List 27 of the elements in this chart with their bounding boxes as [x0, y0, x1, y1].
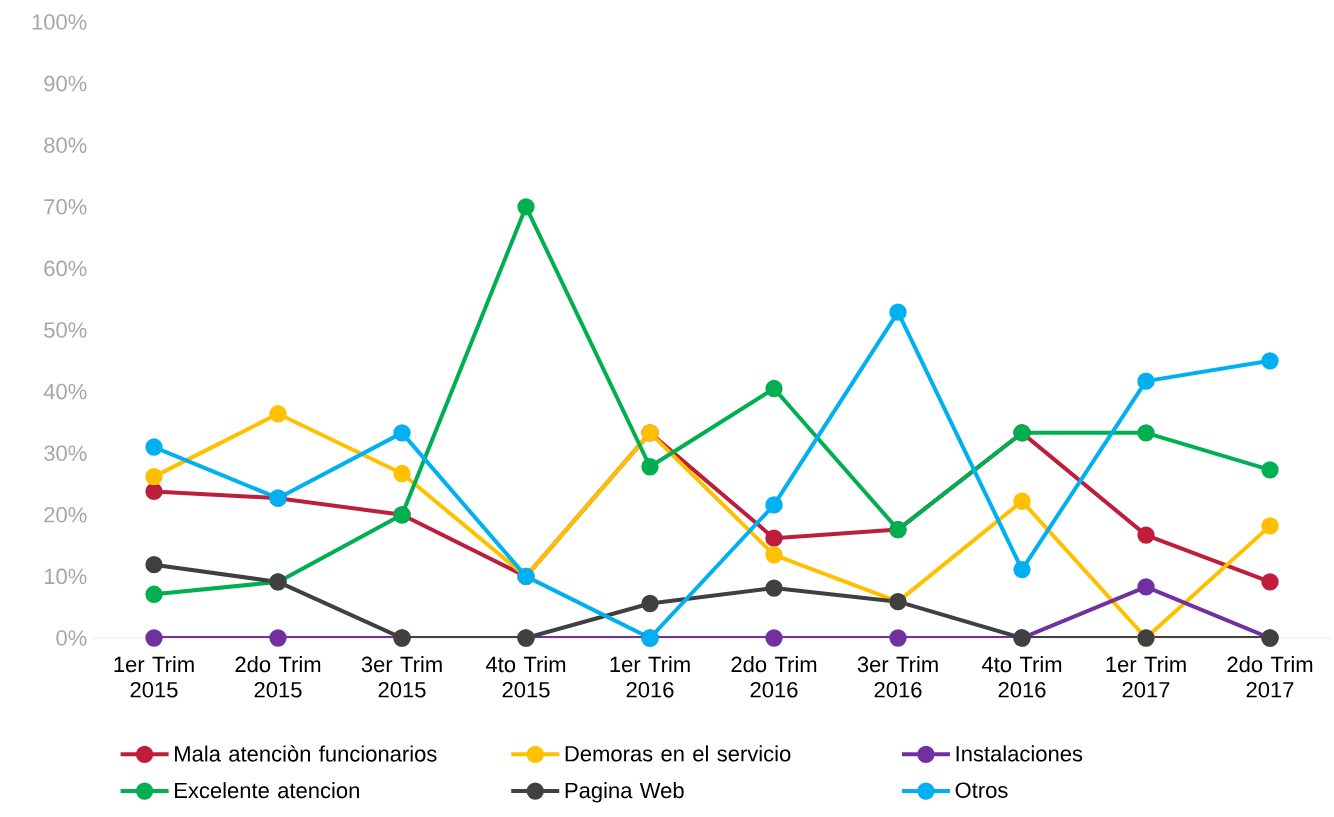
x-tick-label: 1er Trim 2017 — [1106, 656, 1186, 698]
y-tick-label: 20% — [44, 507, 87, 523]
y-tick-label: 10% — [44, 568, 87, 585]
y-tick-label: 70% — [44, 199, 87, 215]
legend-label: Excelente atencion — [175, 782, 359, 799]
y-tick-label: 80% — [44, 137, 87, 153]
legend-label: Otros — [955, 782, 1008, 798]
y-tick-label: 90% — [44, 75, 87, 92]
legend-label: Pagina Web — [565, 782, 684, 803]
y-tick-label: 0% — [56, 630, 87, 646]
legend-label: Mala atenciòn funcionarios — [175, 745, 437, 762]
y-tick-label: 60% — [44, 260, 87, 277]
x-tick-label: 3er Trim 2016 — [857, 656, 938, 698]
x-tick-label: 1er Trim 2015 — [114, 656, 194, 698]
x-tick-label: 2do Trim 2015 — [235, 656, 321, 698]
y-tick-label: 30% — [44, 445, 87, 461]
x-tick-label: 4to Trim 2016 — [981, 656, 1062, 698]
y-tick-label: 40% — [43, 383, 87, 400]
x-tick-label: 3er Trim 2015 — [361, 656, 442, 698]
x-tick-label: 2do Trim 2017 — [1227, 656, 1313, 698]
legend-label: Instalaciones — [956, 745, 1083, 762]
x-tick-label: 2do Trim 2016 — [731, 656, 817, 698]
y-tick-label: 100% — [32, 14, 87, 30]
legend-label: Demoras en el servicio — [565, 745, 791, 762]
y-tick-label: 50% — [44, 322, 87, 338]
x-tick-label: 4to Trim 2015 — [485, 656, 566, 698]
x-tick-label: 1er Trim 2016 — [610, 656, 690, 698]
